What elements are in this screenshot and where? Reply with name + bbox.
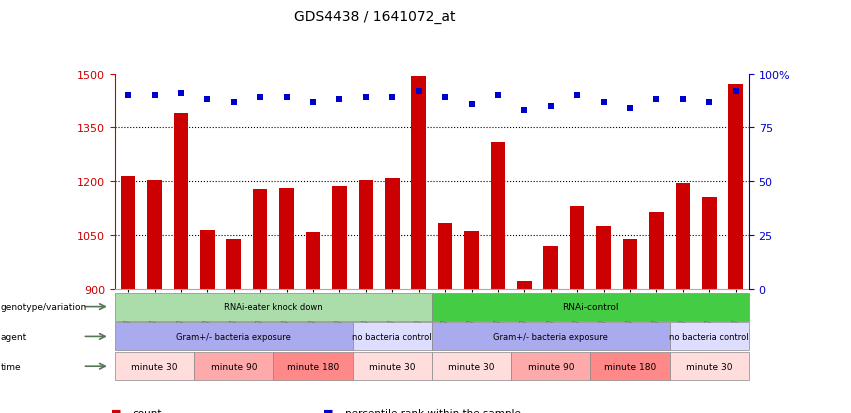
- Bar: [544, 247, 558, 289]
- Text: Gram+/- bacteria exposure: Gram+/- bacteria exposure: [176, 332, 291, 341]
- Bar: [649, 213, 664, 289]
- Bar: [517, 281, 532, 289]
- Bar: [411, 77, 426, 289]
- Bar: [332, 187, 346, 289]
- Text: minute 90: minute 90: [528, 362, 574, 371]
- Bar: [253, 190, 267, 289]
- Text: minute 30: minute 30: [686, 362, 733, 371]
- Bar: [226, 240, 241, 289]
- Bar: [570, 207, 585, 289]
- Text: Gram+/- bacteria exposure: Gram+/- bacteria exposure: [494, 332, 608, 341]
- Bar: [306, 233, 320, 289]
- Text: RNAi-control: RNAi-control: [563, 302, 619, 311]
- Bar: [728, 85, 743, 289]
- Bar: [174, 114, 188, 289]
- Bar: [465, 232, 479, 289]
- Bar: [676, 183, 690, 289]
- Text: no bacteria control: no bacteria control: [352, 332, 432, 341]
- Bar: [702, 198, 717, 289]
- Text: minute 30: minute 30: [448, 362, 494, 371]
- Bar: [358, 180, 373, 289]
- Text: GDS4438 / 1641072_at: GDS4438 / 1641072_at: [294, 10, 455, 24]
- Text: time: time: [1, 362, 21, 371]
- Bar: [279, 189, 294, 289]
- Text: no bacteria control: no bacteria control: [670, 332, 749, 341]
- Text: ■: ■: [111, 408, 121, 413]
- Bar: [147, 181, 162, 289]
- Text: minute 90: minute 90: [210, 362, 257, 371]
- Bar: [385, 178, 399, 289]
- Bar: [437, 224, 453, 289]
- Text: minute 30: minute 30: [131, 362, 178, 371]
- Bar: [623, 239, 637, 289]
- Bar: [597, 226, 611, 289]
- Text: minute 180: minute 180: [604, 362, 656, 371]
- Text: RNAi-eater knock down: RNAi-eater knock down: [224, 302, 323, 311]
- Text: count: count: [132, 408, 162, 413]
- Bar: [200, 230, 214, 289]
- Text: genotype/variation: genotype/variation: [1, 302, 87, 311]
- Text: minute 180: minute 180: [287, 362, 340, 371]
- Text: ■: ■: [323, 408, 334, 413]
- Text: minute 30: minute 30: [369, 362, 415, 371]
- Text: agent: agent: [1, 332, 27, 341]
- Text: percentile rank within the sample: percentile rank within the sample: [345, 408, 521, 413]
- Bar: [491, 142, 505, 289]
- Bar: [121, 177, 135, 289]
